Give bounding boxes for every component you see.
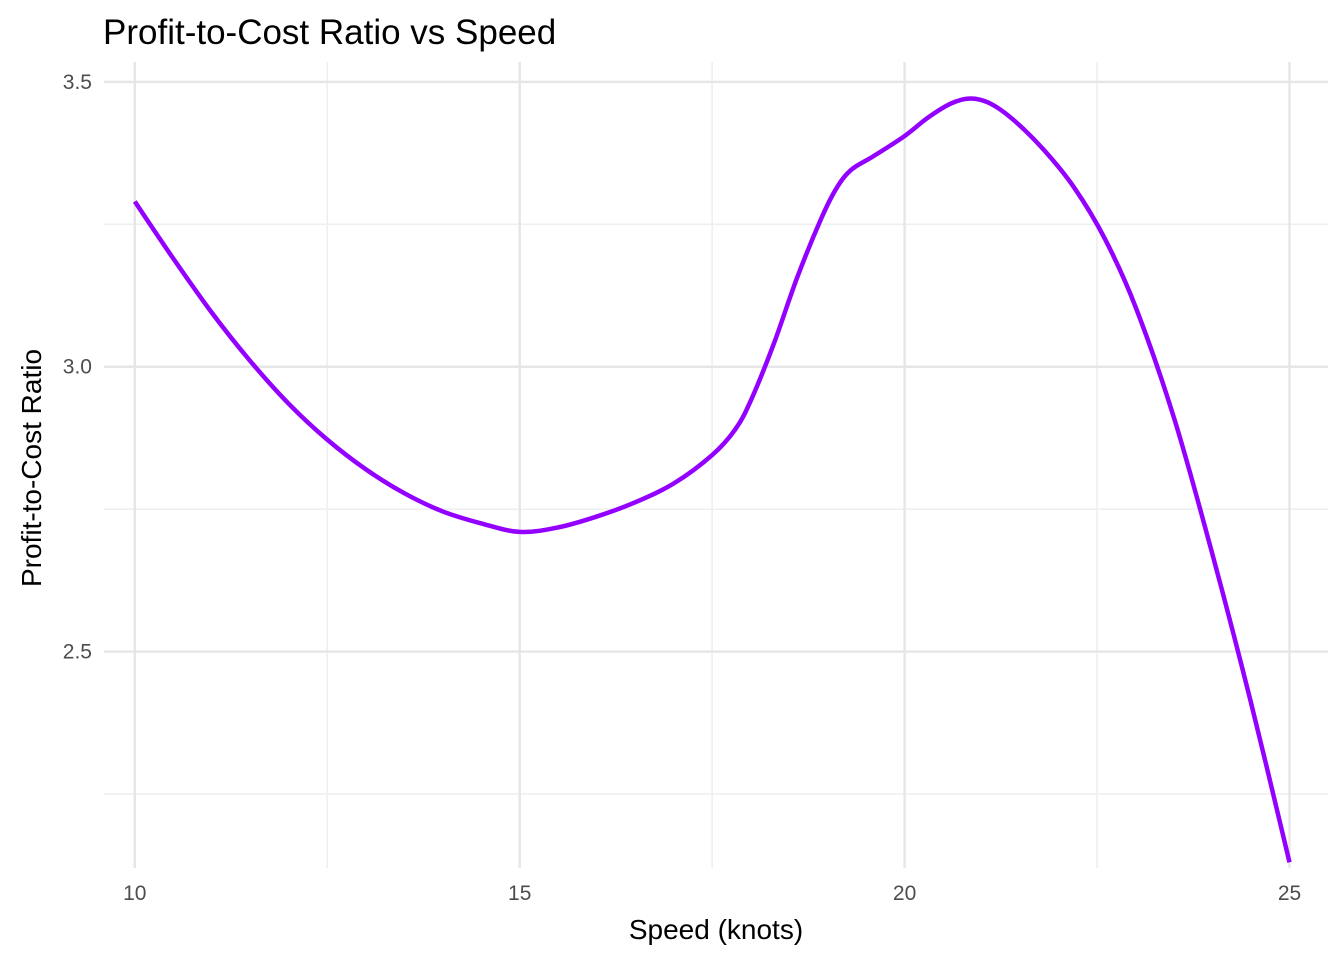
- x-tick-label: 20: [893, 882, 916, 905]
- minor-gridlines: [104, 62, 1328, 868]
- major-gridlines: [104, 62, 1328, 868]
- x-tick-label: 25: [1278, 882, 1301, 905]
- x-tick-label: 10: [123, 882, 146, 905]
- x-axis-title: Speed (knots): [629, 914, 803, 945]
- series-line: [132, 96, 1292, 863]
- y-axis-ticks: 2.5 3.0 3.5: [63, 71, 92, 664]
- y-tick-label: 2.5: [63, 641, 92, 664]
- x-tick-label: 15: [508, 882, 531, 905]
- chart-title: Profit-to-Cost Ratio vs Speed: [103, 13, 556, 52]
- y-axis-title: Profit-to-Cost Ratio: [16, 349, 47, 587]
- y-tick-label: 3.0: [63, 356, 92, 379]
- x-axis-ticks: 10 15 20 25: [123, 882, 1301, 905]
- y-tick-label: 3.5: [63, 71, 92, 94]
